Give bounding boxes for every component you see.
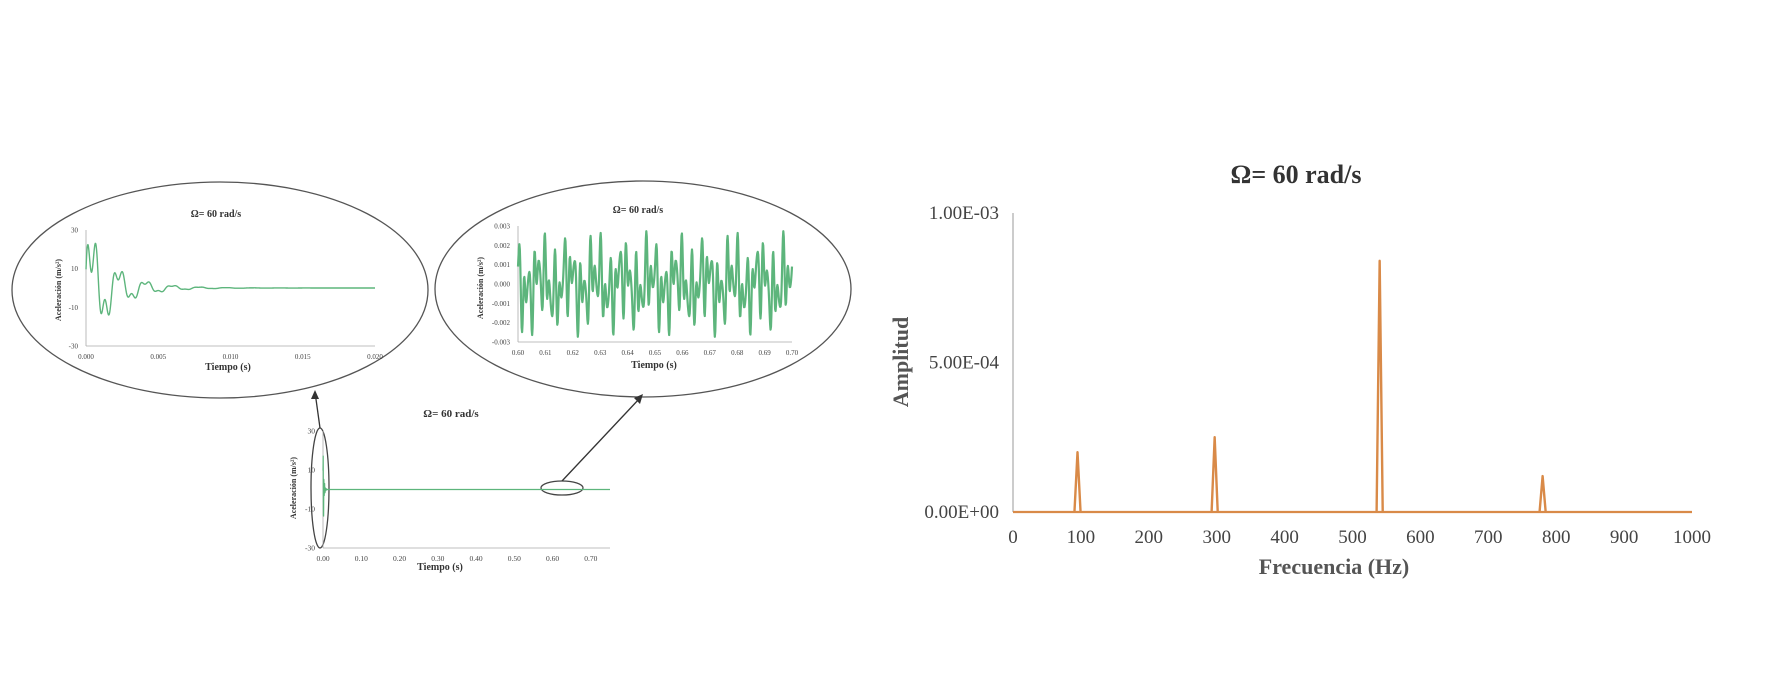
x-tick-label: 0.50 xyxy=(508,554,521,563)
acceleration-series-line xyxy=(322,455,611,517)
y-axis-label: Aceleración (m/s²) xyxy=(289,457,298,519)
x-tick-label: 900 xyxy=(1610,527,1639,548)
connector-arrow-end xyxy=(561,397,641,482)
x-tick-label: 0.60 xyxy=(512,349,525,357)
x-tick-label: 600 xyxy=(1406,527,1435,548)
x-tick-label: 0.20 xyxy=(393,554,406,563)
x-axis-label: Tiempo (s) xyxy=(205,362,251,373)
x-tick-label: 0.000 xyxy=(78,353,94,361)
zoom-ellipse-end xyxy=(434,180,852,398)
x-tick-label: 0.010 xyxy=(223,353,239,361)
y-tick-label: -30 xyxy=(69,343,79,351)
x-tick-label: 0.67 xyxy=(704,349,717,357)
x-tick-label: 0 xyxy=(1008,527,1018,548)
x-tick-label: 0.10 xyxy=(355,554,368,563)
spectrum-peak xyxy=(1210,436,1219,513)
x-tick-label: 0.40 xyxy=(470,554,483,563)
y-tick-label: 30 xyxy=(71,227,79,235)
y-tick-label: 0.002 xyxy=(494,242,510,250)
x-tick-label: 0.70 xyxy=(584,554,597,563)
highlight-ellipse-start xyxy=(310,427,330,549)
x-tick-label: 0.69 xyxy=(758,349,771,357)
x-tick-label: 800 xyxy=(1542,527,1571,548)
y-tick-label: -0.001 xyxy=(492,300,511,308)
x-tick-label: 400 xyxy=(1270,527,1299,548)
x-axis-label: Tiempo (s) xyxy=(417,562,463,573)
y-tick-label: 10 xyxy=(71,265,79,273)
y-tick-label: 30 xyxy=(308,427,316,436)
acceleration-series-line xyxy=(516,230,794,338)
y-tick-label: 5.00E-04 xyxy=(929,353,1000,374)
x-tick-label: 0.00 xyxy=(316,554,329,563)
y-axis-label: Amplitud xyxy=(888,317,913,407)
x-tick-label: 0.60 xyxy=(546,554,559,563)
x-tick-label: 0.70 xyxy=(786,349,799,357)
spectrum-peak xyxy=(1538,474,1547,513)
x-tick-label: 300 xyxy=(1202,527,1231,548)
y-tick-label: 0.00E+00 xyxy=(924,502,999,523)
y-tick-label: 10 xyxy=(308,466,316,475)
y-tick-label: 0.001 xyxy=(494,261,510,269)
x-tick-label: 200 xyxy=(1135,527,1164,548)
x-axis-label: Tiempo (s) xyxy=(631,360,677,371)
arrow-head-end xyxy=(634,394,643,404)
x-tick-label: 0.015 xyxy=(295,353,311,361)
acceleration-series-line xyxy=(85,242,376,316)
chart-title: Ω= 60 rad/s xyxy=(191,209,241,220)
y-tick-label: -0.002 xyxy=(492,319,511,327)
y-tick-label: 0.000 xyxy=(494,281,510,289)
chart-title: Ω= 60 rad/s xyxy=(423,408,479,420)
y-tick-label: 1.00E-03 xyxy=(929,203,999,224)
y-axis-label: Aceleración (m/s²) xyxy=(54,259,63,321)
x-tick-label: 0.005 xyxy=(150,353,166,361)
x-axis-label: Frecuencia (Hz) xyxy=(1259,554,1409,579)
y-axis-label: Aceleración (m/s²) xyxy=(476,257,485,319)
time-main-chart: Ω= 60 rad/s Tiempo (s) Aceleración (m/s²… xyxy=(289,408,611,573)
y-tick-label: -30 xyxy=(305,544,315,553)
y-tick-label: -0.003 xyxy=(492,339,511,347)
x-tick-label: 500 xyxy=(1338,527,1367,548)
y-tick-label: 0.003 xyxy=(494,223,510,231)
x-tick-label: 0.61 xyxy=(539,349,552,357)
x-tick-label: 100 xyxy=(1067,527,1096,548)
x-tick-label: 0.66 xyxy=(676,349,689,357)
x-tick-label: 0.68 xyxy=(731,349,744,357)
highlight-ellipse-end xyxy=(540,480,584,496)
spectrum-chart: Ω= 60 rad/s Frecuencia (Hz) Amplitud 0 10… xyxy=(888,160,1711,579)
x-tick-label: 0.63 xyxy=(594,349,607,357)
x-tick-label: 700 xyxy=(1474,527,1503,548)
chart-title: Ω= 60 rad/s xyxy=(1231,160,1362,189)
chart-title: Ω= 60 rad/s xyxy=(613,205,663,216)
x-tick-label: 1000 xyxy=(1673,527,1711,548)
arrow-head-start xyxy=(311,390,319,399)
y-tick-label: -10 xyxy=(69,304,79,312)
x-tick-label: 0.64 xyxy=(621,349,634,357)
y-tick-label: -10 xyxy=(305,505,315,514)
time-zoom-start-chart: Ω= 60 rad/s Tiempo (s) Aceleración (m/s²… xyxy=(54,209,383,373)
spectrum-peak xyxy=(1073,451,1082,513)
spectrum-peak xyxy=(1375,259,1384,513)
x-tick-label: 0.65 xyxy=(649,349,662,357)
zoom-ellipse-start xyxy=(11,181,429,399)
time-zoom-end-chart: Ω= 60 rad/s Tiempo (s) Aceleración (m/s²… xyxy=(476,205,799,371)
x-tick-label: 0.62 xyxy=(567,349,580,357)
x-tick-label: 0.020 xyxy=(367,353,383,361)
x-tick-label: 0.30 xyxy=(431,554,444,563)
